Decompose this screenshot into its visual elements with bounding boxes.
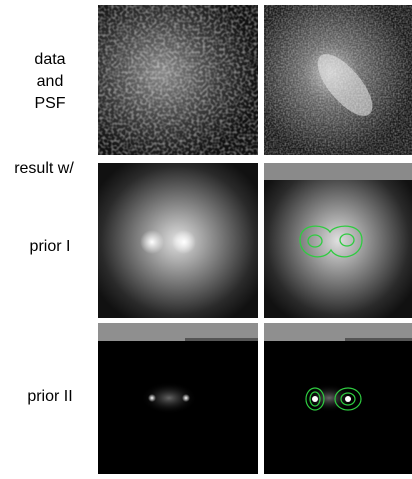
row-label: PSF: [34, 95, 65, 112]
row-label: prior II: [27, 388, 72, 405]
page: data and PSF result w/ prior I prior II: [0, 0, 412, 474]
panel-result-prior-1: [98, 163, 258, 318]
panel-contour-prior-2: [264, 323, 412, 474]
row-label: result w/: [14, 160, 74, 177]
figure: data and PSF result w/ prior I prior II: [0, 0, 412, 474]
panel-psf: [264, 5, 412, 155]
row-label: data: [34, 51, 65, 68]
row-label: and: [37, 73, 64, 90]
panel-data: [98, 5, 258, 155]
row-label: prior I: [30, 238, 71, 255]
panel-contour-prior-1: [264, 163, 412, 318]
panel-result-prior-2: [98, 323, 258, 474]
